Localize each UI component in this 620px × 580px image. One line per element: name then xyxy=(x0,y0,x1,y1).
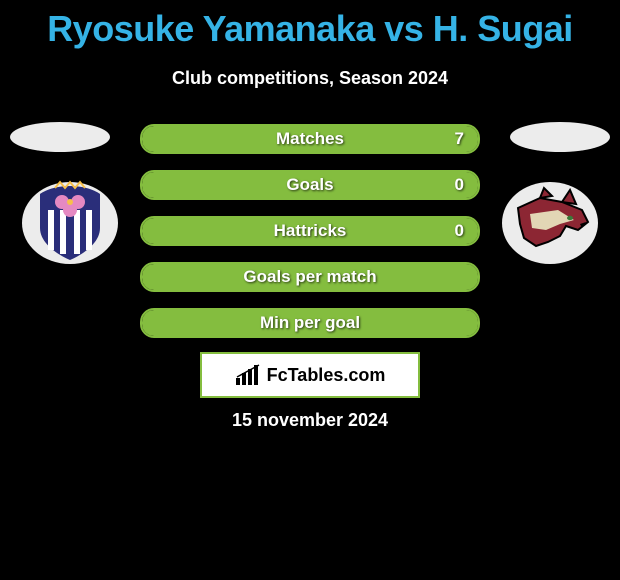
bars-icon xyxy=(235,364,261,386)
stat-row-goals-per-match: Goals per match xyxy=(140,262,480,292)
club-crest-right xyxy=(500,180,600,266)
stat-label: Goals per match xyxy=(243,267,376,287)
stat-row-hattricks: Hattricks 0 xyxy=(140,216,480,246)
brand-text: FcTables.com xyxy=(267,365,386,386)
stat-label: Min per goal xyxy=(260,313,360,333)
stat-label: Matches xyxy=(276,129,344,149)
player-right-avatar xyxy=(510,122,610,152)
stat-row-min-per-goal: Min per goal xyxy=(140,308,480,338)
branding-badge: FcTables.com xyxy=(200,352,420,398)
player-left-avatar xyxy=(10,122,110,152)
stat-row-goals: Goals 0 xyxy=(140,170,480,200)
stat-value: 0 xyxy=(455,175,464,195)
stat-label: Hattricks xyxy=(274,221,347,241)
page-title: Ryosuke Yamanaka vs H. Sugai xyxy=(0,0,620,50)
stat-value: 7 xyxy=(455,129,464,149)
stat-label: Goals xyxy=(286,175,333,195)
stat-row-matches: Matches 7 xyxy=(140,124,480,154)
date-text: 15 november 2024 xyxy=(0,410,620,431)
club-crest-left xyxy=(20,180,120,266)
stats-panel: Matches 7 Goals 0 Hattricks 0 Goals per … xyxy=(140,124,480,354)
subtitle: Club competitions, Season 2024 xyxy=(0,68,620,89)
stat-value: 0 xyxy=(455,221,464,241)
